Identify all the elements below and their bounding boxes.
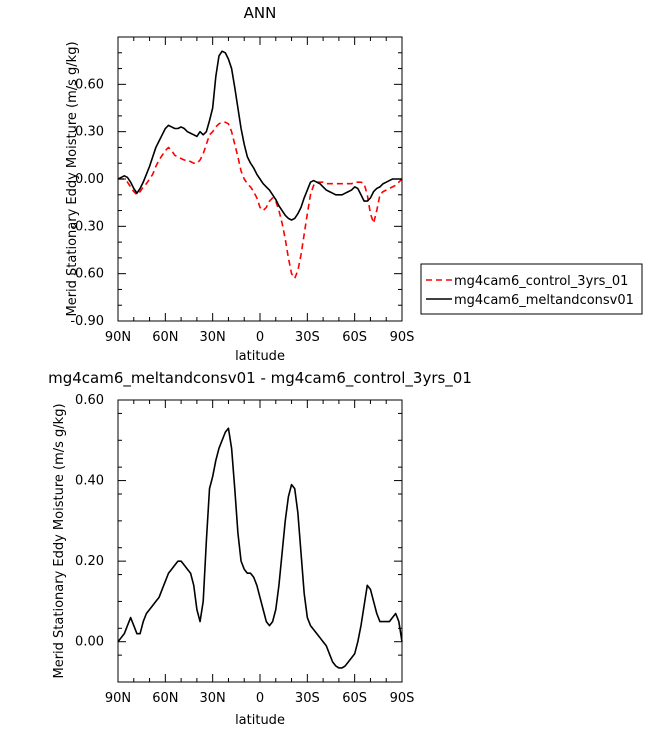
- legend-label-control: mg4cam6_control_3yrs_01: [454, 274, 628, 289]
- top-chart-xlabel: latitude: [235, 349, 285, 364]
- top-chart-xtick-label-3: 0: [256, 330, 264, 345]
- bottom-chart-xtick-label-3: 0: [256, 691, 264, 706]
- bottom-chart-series-group: [117, 427, 403, 669]
- top-chart-ytick-label-5: 0.60: [75, 77, 104, 92]
- bottom-chart-frame: [117, 399, 403, 683]
- top-chart-series-line-1: [117, 50, 402, 221]
- top-chart-title: ANN: [244, 4, 277, 22]
- bottom-chart-xtick-label-1: 60N: [152, 691, 178, 706]
- top-chart-ytick-label-1: -0.60: [70, 267, 104, 282]
- bottom-chart-series-line-0: [117, 427, 403, 669]
- bottom-chart-title: mg4cam6_meltandconsv01 - mg4cam6_control…: [48, 369, 472, 388]
- bottom-chart-xtick-label-5: 60S: [342, 691, 367, 706]
- top-chart-panel: ANN 90N 60N 30N 0 30S 60S 90S -0.90 -0.60 -0.30 0.…: [65, 4, 643, 364]
- legend-label-meltandconsv: mg4cam6_meltandconsv01: [454, 293, 634, 308]
- legend-box: [420, 263, 643, 315]
- top-chart-xtick-label-5: 60S: [342, 330, 367, 345]
- bottom-chart-xtick-label-2: 30N: [200, 691, 226, 706]
- top-chart-ytick-label-2: -0.30: [70, 219, 104, 234]
- top-chart-xtick-label-4: 30S: [295, 330, 320, 345]
- top-chart-xtick-label-0: 90N: [105, 330, 131, 345]
- bottom-chart-ticks: 90N 60N 30N 0 30S 60S 90S 0.00 0.20 0.40 0.60: [75, 393, 414, 706]
- top-chart-ytick-label-4: 0.30: [75, 125, 104, 140]
- bottom-chart-ytick-label-3: 0.60: [75, 393, 104, 408]
- bottom-chart-xlabel: latitude: [235, 713, 285, 728]
- top-chart-xtick-label-6: 90S: [390, 330, 415, 345]
- top-chart-series-line-0: [118, 121, 403, 280]
- top-chart-ylabel: Merid Stationary Eddy Moisture (m/s g/kg…: [65, 41, 80, 316]
- bottom-chart-ytick-label-1: 0.20: [75, 554, 104, 569]
- top-chart-series-group: [117, 50, 403, 280]
- bottom-chart-xtick-label-0: 90N: [105, 691, 131, 706]
- bottom-chart-ytick-label-0: 0.00: [75, 635, 104, 650]
- bottom-chart-xtick-label-6: 90S: [390, 691, 415, 706]
- top-chart-xtick-label-1: 60N: [152, 330, 178, 345]
- top-chart-xtick-label-2: 30N: [200, 330, 226, 345]
- top-chart-legend: mg4cam6_control_3yrs_01 mg4cam6_meltandc…: [420, 263, 643, 315]
- top-chart-ytick-label-3: 0.00: [75, 172, 104, 187]
- top-chart-ticks: 90N 60N 30N 0 30S 60S 90S -0.90 -0.60 -0.30 0.00 0.…: [70, 36, 415, 345]
- bottom-chart-ytick-label-2: 0.40: [75, 474, 104, 489]
- top-chart-ytick-label-0: -0.90: [70, 314, 104, 329]
- bottom-chart-xtick-label-4: 30S: [295, 691, 320, 706]
- bottom-chart-panel: mg4cam6_meltandconsv01 - mg4cam6_control…: [48, 369, 472, 728]
- bottom-chart-ylabel: Merid Stationary Eddy Moisture (m/s g/kg…: [52, 403, 67, 678]
